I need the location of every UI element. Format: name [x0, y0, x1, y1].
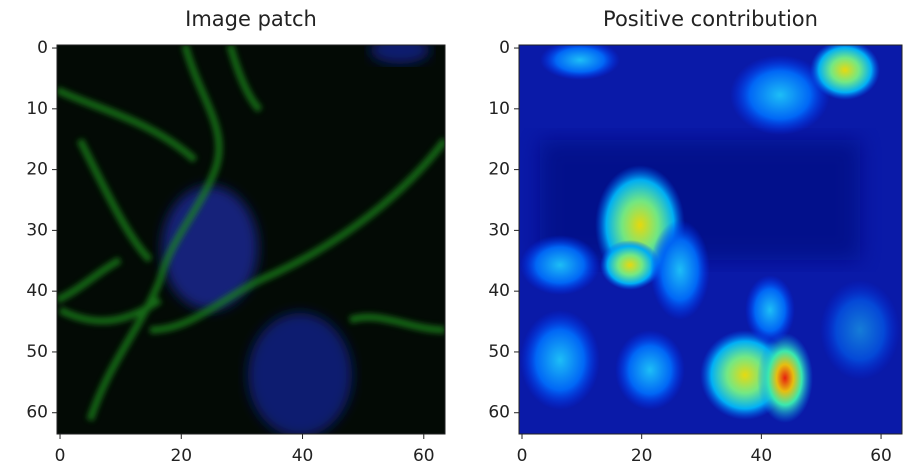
chart-title: Image patch — [185, 7, 317, 31]
x-tick-label: 60 — [413, 446, 435, 466]
y-tick-label: 30 — [26, 220, 48, 240]
y-tick-label: 10 — [26, 99, 48, 119]
y-tick-label: 50 — [26, 342, 48, 362]
y-tick-label: 40 — [26, 281, 48, 301]
y-tick-label: 20 — [26, 160, 48, 180]
y-tick-label: 50 — [488, 342, 510, 362]
y-tick-label: 30 — [488, 220, 510, 240]
x-tick-label: 20 — [631, 446, 653, 466]
x-tick-label: 20 — [170, 446, 192, 466]
x-tick-label: 0 — [55, 446, 66, 466]
x-tick-label: 40 — [292, 446, 314, 466]
y-tick-label: 60 — [488, 403, 510, 423]
x-tick-label: 0 — [517, 446, 528, 466]
y-tick-label: 0 — [37, 38, 48, 58]
y-tick-label: 0 — [499, 38, 510, 58]
y-tick-label: 40 — [488, 281, 510, 301]
y-tick-label: 60 — [26, 403, 48, 423]
y-tick-label: 20 — [488, 160, 510, 180]
x-tick-label: 60 — [870, 446, 892, 466]
image-patch — [57, 36, 445, 437]
y-tick-label: 10 — [488, 99, 510, 119]
figure: Image patch 0 20 40 60 0 10 20 30 40 50 60 Positive … — [0, 0, 907, 475]
chart-title: Positive contribution — [603, 7, 818, 31]
x-tick-label: 40 — [751, 446, 773, 466]
contribution-map — [519, 40, 902, 434]
